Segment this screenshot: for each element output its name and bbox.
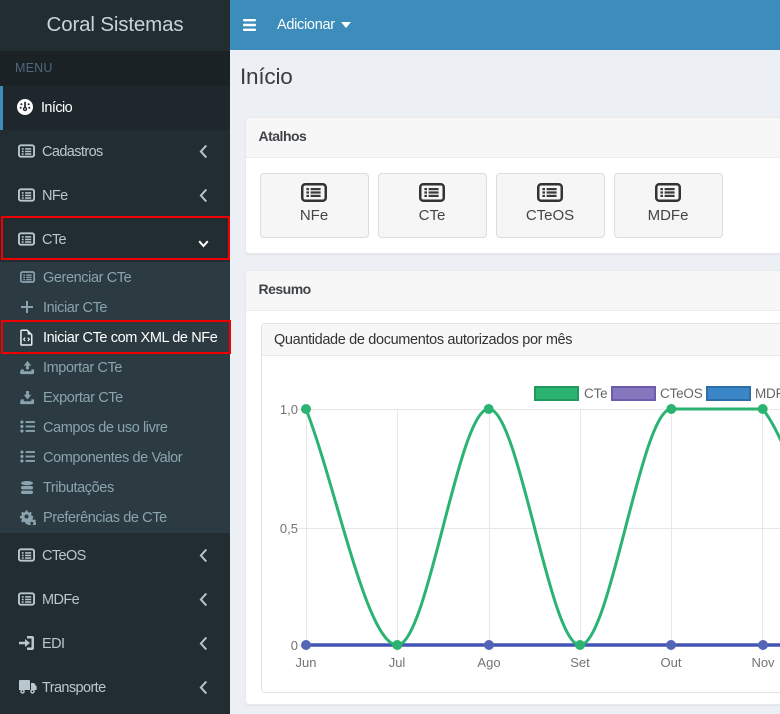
svg-text:Set: Set [570, 655, 590, 670]
svg-text:Ago: Ago [477, 655, 500, 670]
svg-text:0,5: 0,5 [280, 521, 298, 536]
svg-text:CTeOS: CTeOS [660, 386, 703, 401]
svg-text:Jul: Jul [389, 655, 406, 670]
svg-text:CTe: CTe [584, 386, 607, 401]
svg-text:MDFe: MDFe [755, 386, 780, 401]
svg-text:1,0: 1,0 [280, 402, 298, 417]
svg-text:Jun: Jun [296, 655, 317, 670]
svg-text:0: 0 [291, 638, 298, 653]
svg-text:Out: Out [661, 655, 682, 670]
svg-text:Nov: Nov [751, 655, 775, 670]
